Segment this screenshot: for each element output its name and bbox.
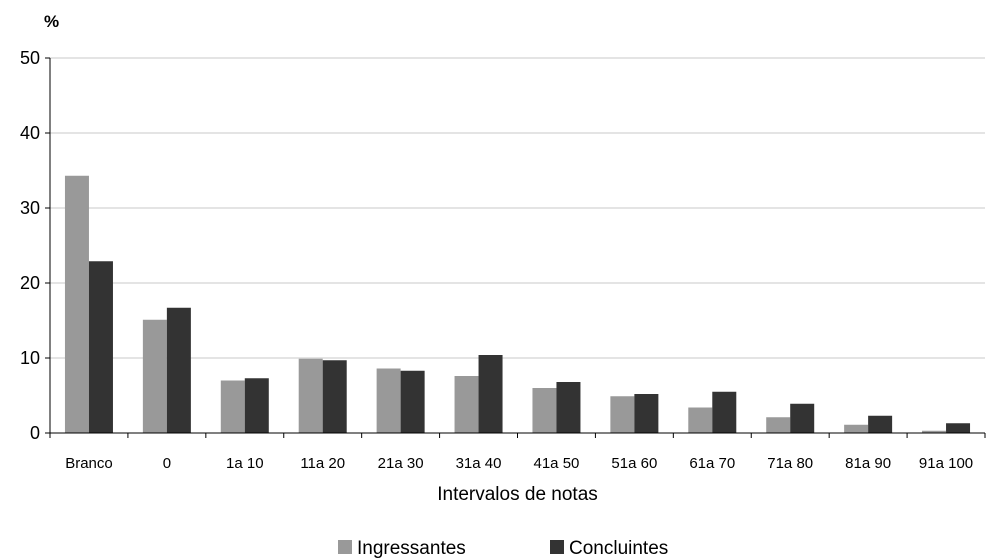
bar-ingressantes-0 [64, 175, 89, 433]
x-axis-title: Intervalos de notas [437, 484, 598, 505]
x-tick-label: 0 [163, 455, 171, 472]
x-tick-label: 1a 10 [226, 455, 264, 472]
legend-label-ingressantes: Ingressantes [357, 538, 466, 559]
bar-ingressantes-5 [454, 376, 479, 433]
x-tick-label: 71a 80 [767, 455, 813, 472]
bar-concluintes-10 [868, 415, 893, 433]
bar-ingressantes-8 [688, 407, 713, 433]
x-axis-labels: Branco 0 1a 10 11a 20 21a 30 31a 40 41a 50 51a … [65, 455, 973, 472]
x-tick-label: 51a 60 [611, 455, 657, 472]
bar-ingressantes-9 [766, 417, 791, 433]
bar-concluintes-2 [244, 378, 269, 433]
axes [49, 58, 986, 438]
bar-concluintes-7 [634, 394, 659, 433]
bar-concluintes-9 [790, 403, 815, 433]
bar-concluintes-1 [166, 307, 191, 433]
bar-concluintes-8 [712, 391, 737, 433]
bar-ingressantes-1 [142, 319, 167, 433]
legend-label-concluintes: Concluintes [569, 538, 668, 559]
y-tick-label: 50 [20, 48, 40, 68]
y-unit-label: % [44, 12, 59, 31]
bar-ingressantes-2 [220, 380, 245, 433]
x-tick-label: 31a 40 [456, 455, 502, 472]
bar-ingressantes-4 [376, 368, 401, 433]
bar-ingressantes-10 [844, 424, 869, 433]
bar-ingressantes-6 [532, 388, 557, 433]
gridlines [50, 57, 985, 359]
bar-ingressantes-11 [922, 430, 947, 433]
y-tick-label: 20 [20, 273, 40, 293]
x-tick-label: 91a 100 [919, 455, 973, 472]
bar-concluintes-5 [478, 355, 503, 433]
bar-ingressantes-3 [298, 358, 323, 433]
x-tick-label: 81a 90 [845, 455, 891, 472]
y-tick-label: 0 [30, 423, 40, 443]
x-tick-label: Branco [65, 455, 113, 472]
y-tick-label: 40 [20, 123, 40, 143]
legend-swatch-concluintes [550, 540, 564, 554]
x-tick-label: 61a 70 [689, 455, 735, 472]
legend-swatch-ingressantes [338, 540, 352, 554]
y-tick-label: 30 [20, 198, 40, 218]
bar-concluintes-6 [556, 382, 581, 433]
bar-concluintes-4 [400, 370, 425, 433]
bar-concluintes-11 [946, 423, 971, 433]
bars [64, 175, 971, 433]
y-tick-label: 10 [20, 348, 40, 368]
x-tick-label: 11a 20 [300, 455, 345, 472]
bar-ingressantes-7 [610, 396, 635, 433]
legend: Ingressantes Concluintes [338, 538, 668, 559]
y-axis-ticks: 0 10 20 30 40 50 [20, 48, 50, 443]
bar-concluintes-3 [322, 360, 347, 433]
x-tick-label: 41a 50 [534, 455, 580, 472]
x-tick-label: 21a 30 [378, 455, 424, 472]
bar-concluintes-0 [88, 261, 113, 433]
